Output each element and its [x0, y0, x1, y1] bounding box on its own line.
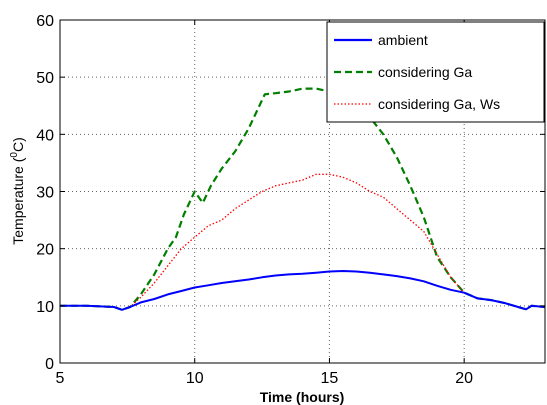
y-tick-label: 60: [36, 13, 54, 30]
x-tick-label: 20: [455, 370, 473, 387]
series-lines: [60, 87, 546, 311]
y-tick-label: 10: [36, 299, 54, 316]
series-line-0: [60, 270, 546, 311]
legend-label-1: considering Ga: [378, 64, 472, 80]
legend: ambient considering Ga considering Ga, Ws: [326, 21, 545, 123]
ticks: 5 10 15 20 0 10 20 30 40 50 60: [36, 13, 545, 387]
legend-label-2: considering Ga, Ws: [378, 96, 500, 112]
y-tick-label: 50: [36, 70, 54, 87]
x-tick-label: 5: [56, 370, 65, 387]
y-axis-label-end: C): [10, 137, 26, 152]
y-tick-label: 40: [36, 127, 54, 144]
y-axis-label-main: Temperature (: [10, 157, 26, 244]
legend-label-0: ambient: [378, 32, 428, 48]
y-tick-label: 30: [36, 185, 54, 202]
y-tick-label: 20: [36, 242, 54, 259]
y-axis-label: Temperature (0C): [9, 137, 26, 245]
x-tick-label: 10: [186, 370, 204, 387]
x-axis-label: Time (hours): [260, 389, 345, 405]
y-axis-label-superscript: 0: [9, 152, 20, 158]
legend-box: [326, 21, 545, 123]
x-tick-label: 15: [321, 370, 339, 387]
series-line-2: [60, 173, 546, 311]
y-tick-label: 0: [45, 356, 54, 373]
